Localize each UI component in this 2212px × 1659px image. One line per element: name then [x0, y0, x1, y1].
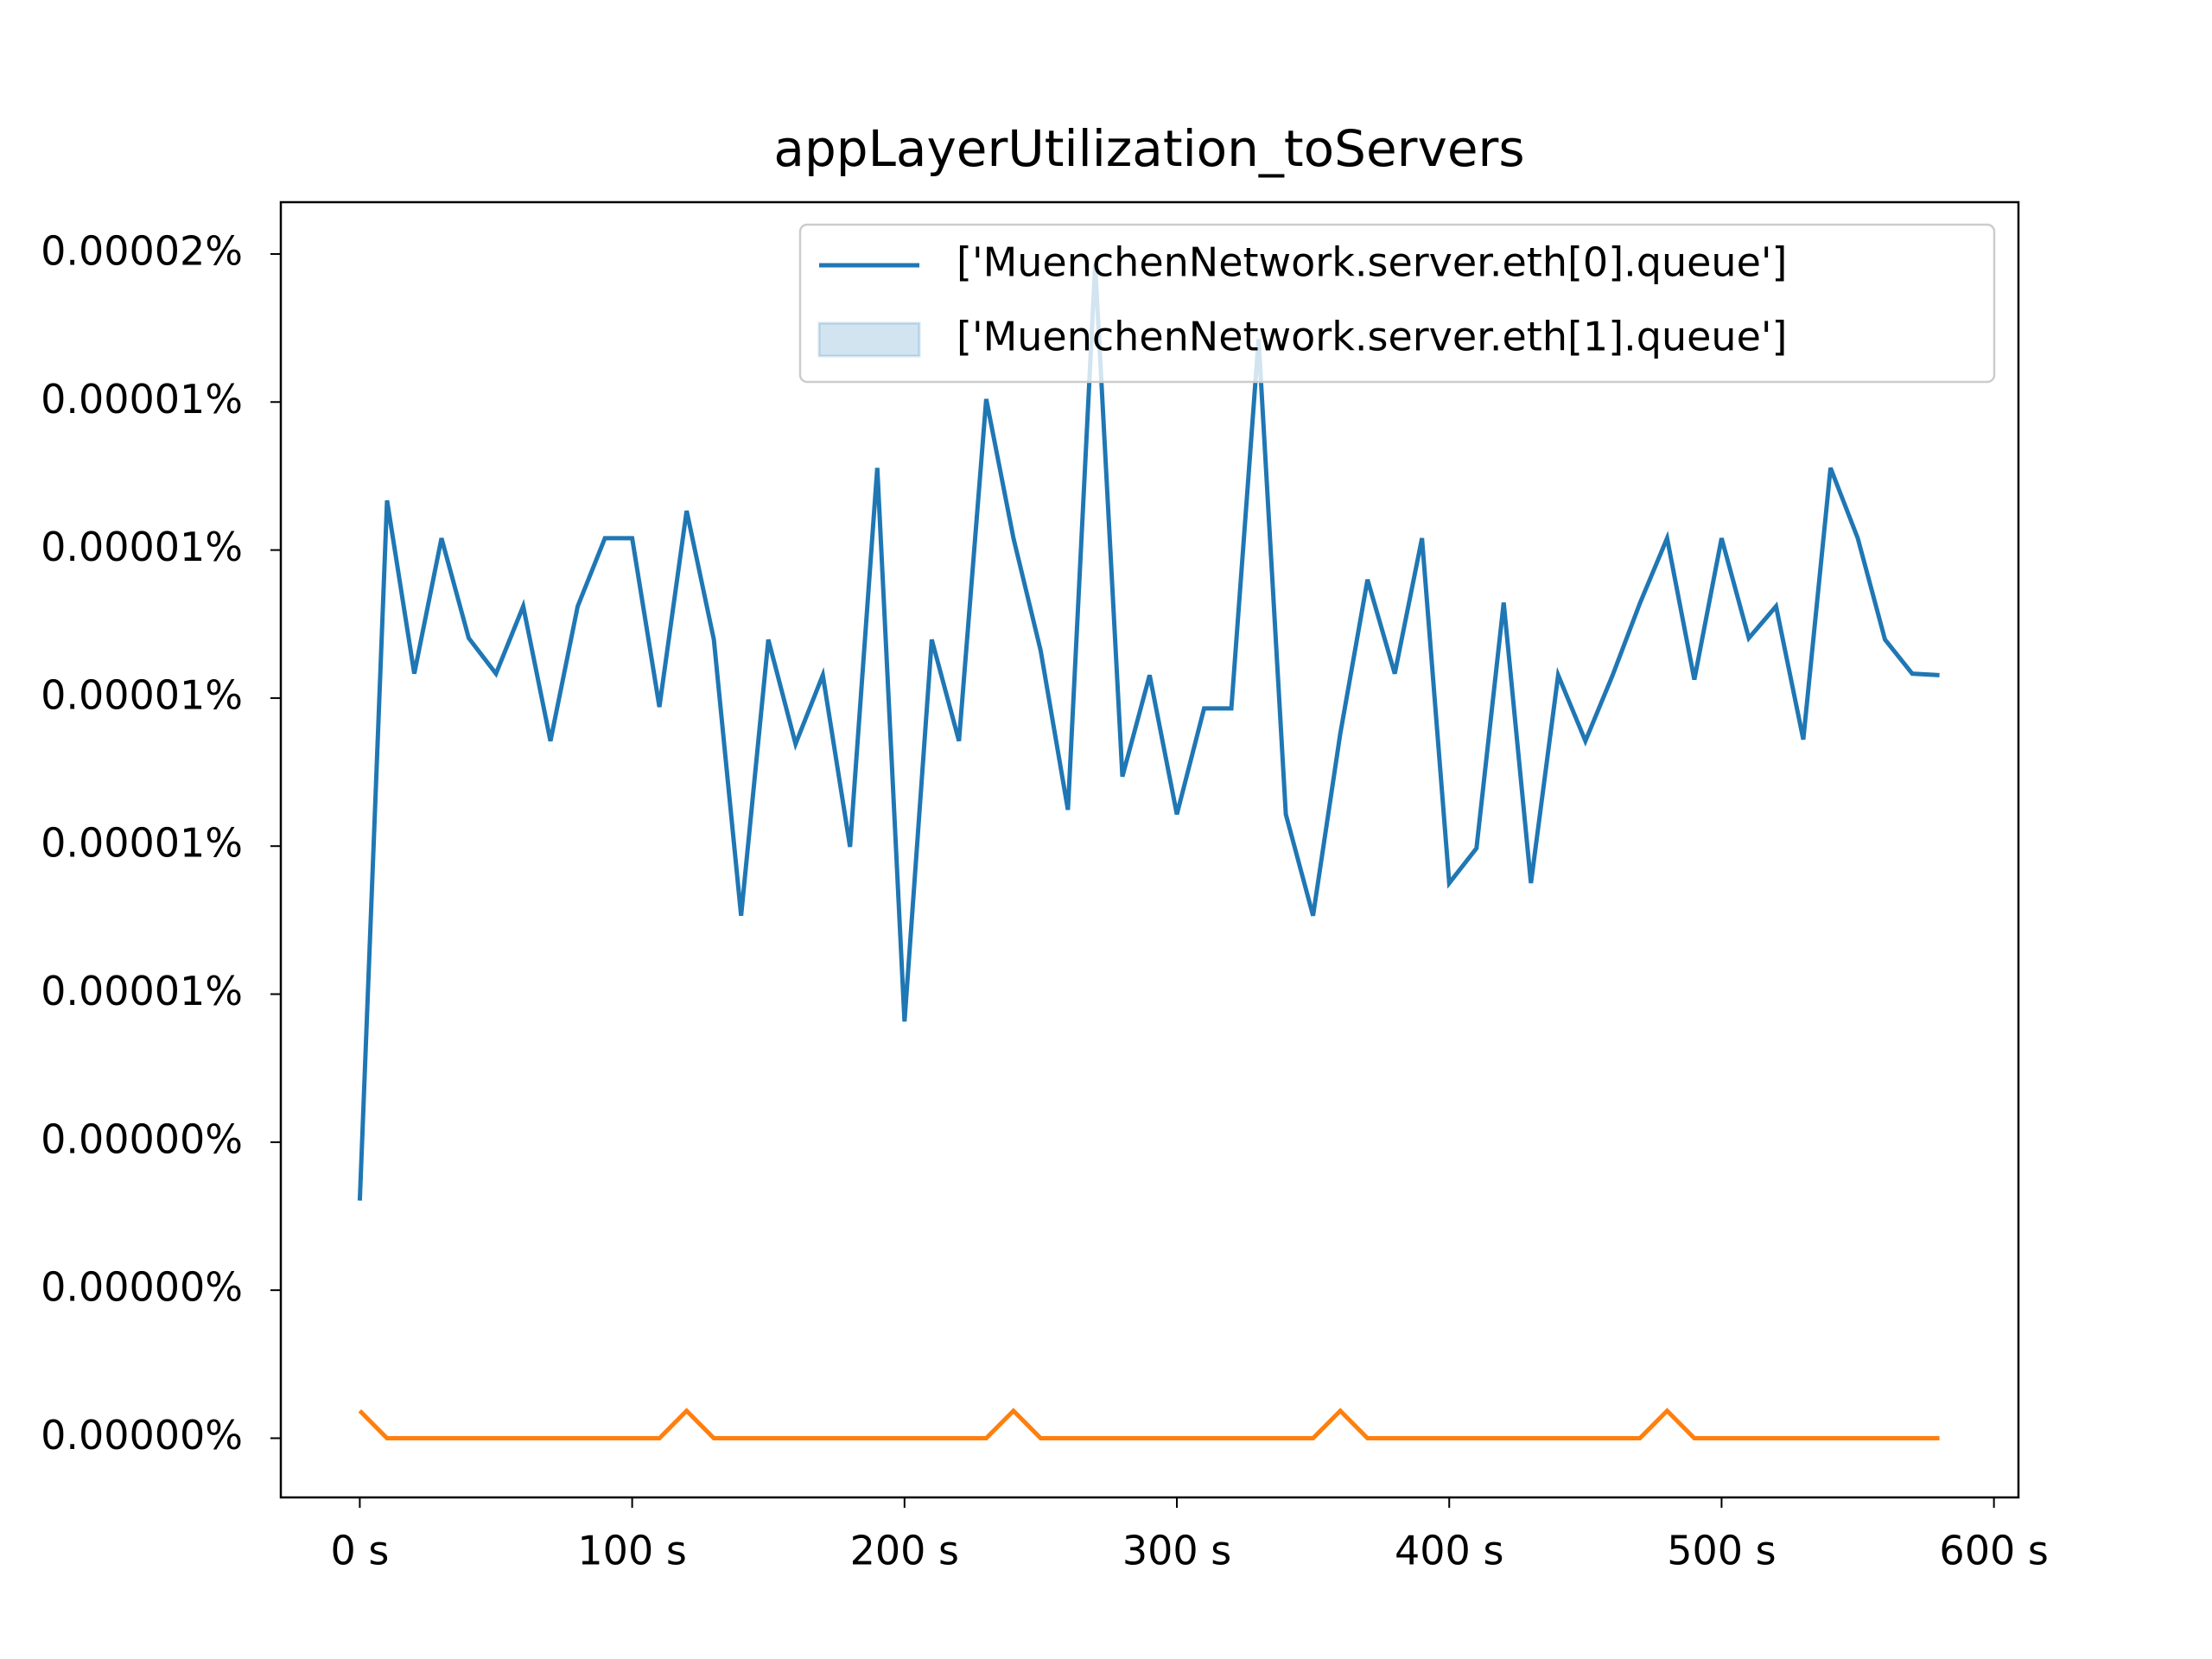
y-tick-label: 0.00002% — [41, 227, 243, 274]
y-tick-label: 0.00001% — [41, 968, 243, 1014]
chart-title: appLayerUtilization_toServers — [773, 119, 1524, 178]
legend-label: ['MuenchenNetwork.server.eth[0].queue'] — [957, 239, 1787, 286]
y-tick-label: 0.00001% — [41, 671, 243, 718]
x-tick-label: 400 s — [1395, 1528, 1503, 1574]
x-tick-label: 0 s — [330, 1528, 389, 1574]
y-tick-label: 0.00000% — [41, 1412, 243, 1459]
x-tick-label: 500 s — [1667, 1528, 1776, 1574]
legend-box — [798, 223, 1996, 384]
series-line — [358, 1408, 1940, 1440]
y-tick-label: 0.00001% — [41, 820, 243, 867]
y-tick-label: 0.00001% — [41, 376, 243, 423]
plot-frame — [279, 200, 2020, 1499]
x-tick-label: 100 s — [577, 1528, 686, 1574]
x-tick-label: 600 s — [1939, 1528, 2048, 1574]
y-tick-label: 0.00000% — [41, 1264, 243, 1311]
y-tick-label: 0.00001% — [41, 524, 243, 570]
x-tick-label: 300 s — [1122, 1528, 1231, 1574]
legend-handle — [817, 321, 921, 358]
series-line — [357, 264, 1940, 1201]
y-tick-label: 0.00000% — [41, 1116, 243, 1162]
legend-label: ['MuenchenNetwork.server.eth[1].queue'] — [957, 314, 1787, 360]
x-tick-label: 200 s — [850, 1528, 959, 1574]
